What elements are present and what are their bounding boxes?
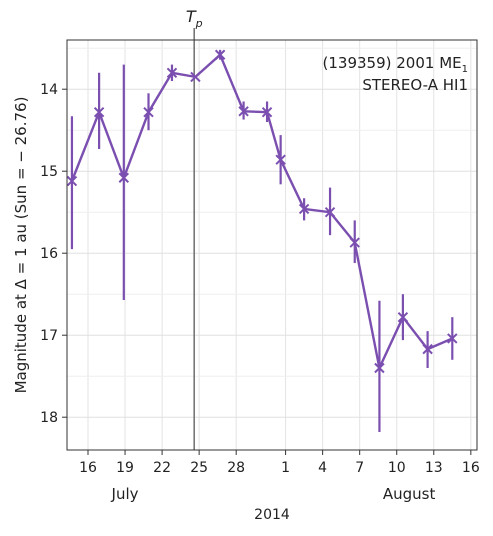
x-axis: 16 19 22 25 28 1 4 7 10 13 16 (79, 450, 480, 476)
x-tick-label: 16 (79, 460, 97, 476)
month-labels: July August (111, 485, 436, 503)
x-axis-label: 2014 (254, 507, 290, 523)
data-point (143, 106, 154, 118)
x-tick-label: 1 (281, 460, 290, 476)
data-point (118, 172, 130, 183)
annotation-subtitle: STEREO-A HI1 (362, 76, 468, 94)
data-markers (66, 49, 458, 374)
y-tick-label: 16 (40, 246, 58, 262)
x-tick-label: 13 (425, 460, 443, 476)
data-point (422, 343, 433, 355)
y-axis-label: Magnitude at Δ = 1 au (Sun = − 26.76) (12, 97, 30, 394)
data-point (166, 67, 178, 79)
x-tick-label: 25 (190, 460, 208, 476)
data-point (397, 311, 409, 323)
x-tick-label: 28 (227, 460, 245, 476)
data-point (324, 206, 336, 218)
data-point (261, 106, 273, 118)
month-label: July (111, 485, 139, 503)
data-point (238, 106, 249, 117)
data-point (298, 203, 310, 215)
month-label: August (383, 485, 436, 503)
data-point (349, 237, 360, 248)
x-tick-label: 19 (116, 460, 134, 476)
data-point (66, 175, 78, 187)
plot-frame (66, 39, 478, 451)
annotation-title: (139359) 2001 ME1 (323, 54, 468, 75)
x-tick-label: 16 (462, 460, 480, 476)
y-axis: 14 15 16 17 18 (40, 82, 67, 426)
y-tick-label: 18 (40, 410, 58, 426)
y-tick-label: 15 (40, 164, 58, 180)
y-tick-label: 17 (40, 328, 58, 344)
data-point (447, 333, 458, 344)
data-point (93, 106, 105, 118)
x-gridlines (87, 40, 472, 450)
data-point (374, 362, 385, 374)
y-tick-label: 14 (40, 82, 58, 98)
plot-area (67, 40, 477, 450)
x-tick-label: 22 (153, 460, 171, 476)
x-tick-label: 7 (355, 460, 364, 476)
x-tick-label: 10 (388, 460, 406, 476)
data-point (214, 49, 226, 60)
x-tick-label: 4 (318, 460, 327, 476)
perihelion-label: Tp (186, 7, 203, 30)
data-point (190, 71, 201, 83)
data-point (275, 154, 286, 165)
